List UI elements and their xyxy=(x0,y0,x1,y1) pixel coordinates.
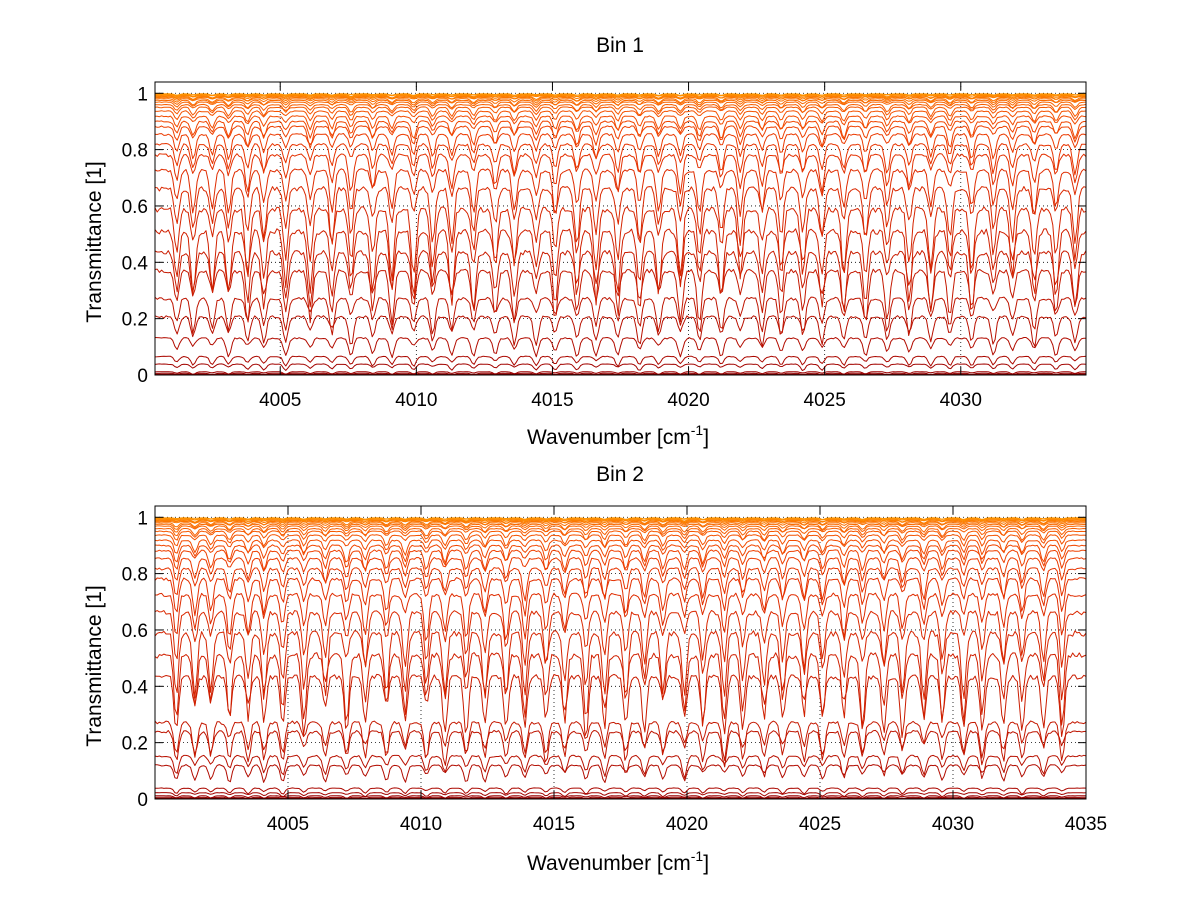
x-tick-label: 4010 xyxy=(400,814,442,835)
spectrum-line xyxy=(154,519,1086,523)
x-tick-label: 4005 xyxy=(267,814,309,835)
spectrum-line xyxy=(154,98,1087,104)
x-tick-label: 4015 xyxy=(531,390,573,411)
x-tick-label: 4025 xyxy=(804,390,846,411)
spectrum-line xyxy=(154,249,1087,316)
spectrum-line xyxy=(154,754,1087,779)
chart-title: Bin 2 xyxy=(596,463,644,486)
spectrum-line xyxy=(154,530,1087,542)
spectrum-line xyxy=(154,525,1086,533)
spectrum-line xyxy=(154,120,1086,140)
spectrum-line xyxy=(154,610,1087,670)
spectrum-line xyxy=(154,186,1087,246)
spectrum-line xyxy=(154,106,1087,118)
y-axis-title: Transmittance [1] xyxy=(83,585,106,746)
x-tick-label: 4015 xyxy=(533,814,575,835)
spectrum-line xyxy=(154,549,1087,572)
y-tick-label: 0.4 xyxy=(122,253,149,274)
spectrum-line xyxy=(154,567,1086,602)
spectrum-line xyxy=(154,534,1087,548)
spectrum-line xyxy=(154,95,1087,101)
spectrum-line xyxy=(154,557,1087,585)
spectrum-line xyxy=(154,99,1086,107)
chart-title: Bin 1 xyxy=(596,34,644,57)
spectrum-line xyxy=(154,93,1087,97)
chart-panel-bin-1: Bin 1 Wavenumber [cm-1] Transmittance [1… xyxy=(83,34,1087,449)
spectrum-line xyxy=(154,93,1086,96)
spectrum-line xyxy=(154,764,1087,783)
spectrum-line xyxy=(154,520,1086,526)
spectrum-line xyxy=(154,577,1087,617)
spectrum-line xyxy=(154,125,1087,149)
x-tick-label: 4020 xyxy=(666,814,708,835)
spectrum-line xyxy=(154,673,1087,739)
y-tick-label: 0.2 xyxy=(122,310,148,331)
y-tick-label: 0 xyxy=(137,790,148,811)
spectrum-line xyxy=(155,372,1087,375)
spectrum-line xyxy=(154,720,1087,762)
x-tick-label: 4035 xyxy=(1065,814,1107,835)
spectrum-line xyxy=(154,729,1087,768)
spectrum-line xyxy=(154,143,1087,176)
spectrum-line xyxy=(154,539,1087,556)
spectrum-line xyxy=(154,110,1087,124)
x-tick-label: 4010 xyxy=(395,390,437,411)
y-tick-label: 1 xyxy=(137,84,148,105)
spectrum-line xyxy=(154,296,1087,336)
spectrum-line xyxy=(154,519,1087,524)
spectrum-line xyxy=(155,115,1087,131)
chart-panel-bin-2: Bin 2 Wavenumber [cm-1] Transmittance [1… xyxy=(83,463,1107,875)
spectrum-line xyxy=(154,523,1087,531)
y-tick-label: 0.8 xyxy=(122,141,148,162)
spectrum-line xyxy=(154,315,1087,347)
x-tick-label: 4030 xyxy=(932,814,974,835)
spectrum-line xyxy=(154,355,1087,367)
spectrum-line xyxy=(155,522,1087,528)
y-tick-label: 0.8 xyxy=(122,565,148,586)
spectrum-line xyxy=(154,787,1087,795)
x-tick-label: 4005 xyxy=(259,390,301,411)
spectrum-line xyxy=(154,517,1086,520)
spectrum-line xyxy=(154,371,1086,375)
spectrum-line xyxy=(154,103,1087,114)
spectrum-line xyxy=(154,132,1087,160)
plot-area-frame xyxy=(154,505,1087,800)
y-axis-title: Transmittance [1] xyxy=(83,161,106,322)
y-tick-label: 0.2 xyxy=(122,734,148,755)
spectrum-line xyxy=(154,153,1087,195)
spectrum-line xyxy=(154,652,1087,730)
y-tick-label: 0.6 xyxy=(122,197,148,218)
spectrum-line xyxy=(154,795,1087,799)
spectrum-line xyxy=(155,527,1087,537)
y-tick-label: 0.6 xyxy=(122,621,148,642)
spectrum-line xyxy=(154,228,1087,306)
spectrum-line xyxy=(154,206,1087,281)
x-tick-label: 4025 xyxy=(799,814,841,835)
spectrum-line xyxy=(155,592,1087,641)
y-tick-label: 0.4 xyxy=(122,677,149,698)
x-axis-title: Wavenumber [cm-1] xyxy=(527,422,709,449)
spectrum-line xyxy=(154,337,1086,359)
x-tick-label: 4030 xyxy=(940,390,982,411)
spectrum-line xyxy=(154,796,1086,799)
spectrum-line xyxy=(154,168,1087,217)
x-tick-label: 4020 xyxy=(667,390,709,411)
spectrum-line xyxy=(154,630,1087,701)
y-tick-label: 1 xyxy=(137,508,148,529)
spectrum-line xyxy=(154,544,1087,565)
x-axis-title: Wavenumber [cm-1] xyxy=(527,848,709,875)
plot-area-frame xyxy=(154,81,1087,376)
spectrum-line xyxy=(154,792,1087,798)
y-tick-label: 0 xyxy=(137,366,148,387)
spectrum-line xyxy=(154,363,1087,371)
